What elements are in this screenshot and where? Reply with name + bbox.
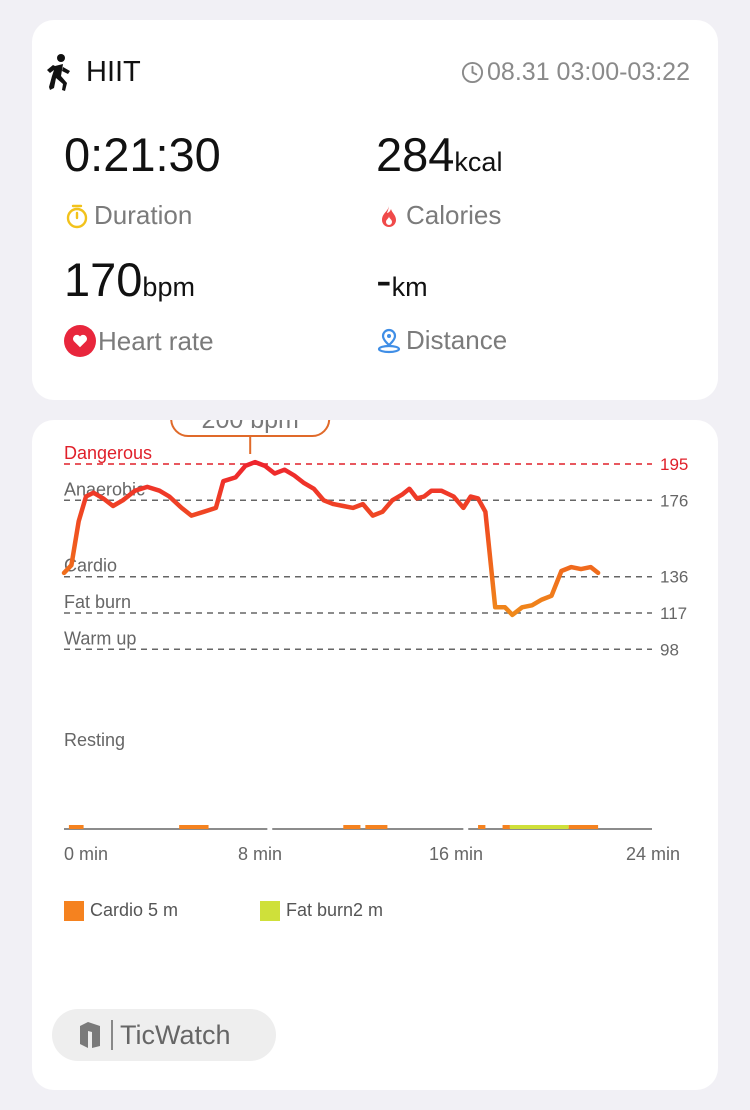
zone-threshold-cardio: 136 — [660, 568, 688, 587]
clock-icon — [461, 61, 484, 84]
workout-time-range: 08.31 03:00-03:22 — [487, 58, 690, 86]
stat-duration: 0:21:30 Duration — [64, 131, 221, 231]
zone-bar-cardio — [502, 825, 510, 829]
distance-unit: km — [391, 272, 428, 302]
duration-label-row: Duration — [64, 200, 221, 231]
zone-bar-cardio — [478, 825, 486, 829]
zone-label-warm-up: Warm up — [64, 628, 136, 648]
legend-swatch-fat-burn — [260, 900, 280, 921]
duration-value: 0:21:30 — [64, 128, 221, 181]
zone-bar-cardio — [365, 825, 388, 829]
flame-icon — [382, 204, 396, 227]
ticwatch-brand-chip[interactable]: TicWatch — [52, 1009, 276, 1061]
legend-item-fat-burn: Fat burn2 m — [260, 900, 383, 921]
zone-bar-fat-burn — [509, 825, 569, 829]
workout-title-row: HIIT — [44, 52, 141, 92]
stopwatch-icon — [66, 204, 88, 228]
stat-heart-rate: 170bpm Heart rate — [64, 256, 214, 357]
heart-rate-chart: 195 Dangerous 176 Anaerobic 136 Cardio 117 Fat … — [61, 420, 688, 864]
distance-value: - — [376, 253, 392, 306]
workout-time: 08.31 03:00-03:22 — [461, 58, 690, 87]
zone-label-cardio: Cardio — [64, 556, 117, 576]
zone-label-fat-burn: Fat burn — [64, 592, 131, 612]
zone-threshold-anaerobic: 176 — [660, 491, 688, 510]
legend-swatch-cardio — [64, 900, 84, 921]
zone-threshold-dangerous: 195 — [660, 455, 688, 474]
distance-label-row: Distance — [376, 325, 507, 356]
legend-label-cardio: Cardio 5 m — [90, 900, 179, 920]
zone-threshold-warm-up: 98 — [660, 640, 679, 659]
heart-icon — [64, 325, 96, 357]
duration-label: Duration — [94, 200, 193, 230]
distance-label: Distance — [406, 325, 508, 355]
x-tick-label: 24 min — [626, 844, 680, 864]
heart-rate-unit: bpm — [142, 272, 195, 302]
heart-rate-value-row: 170bpm — [64, 256, 214, 303]
workout-summary-card: HIIT 08.31 03:00-03:22 0:21:30 Duration … — [32, 20, 718, 400]
x-tick-label: 16 min — [429, 844, 483, 864]
zone-threshold-fat-burn: 117 — [660, 604, 687, 623]
x-tick-label: 0 min — [64, 844, 108, 864]
calories-label: Calories — [406, 200, 502, 230]
duration-value-row: 0:21:30 — [64, 131, 221, 178]
brand-name: TicWatch — [120, 1019, 231, 1050]
x-tick-label: 8 min — [238, 844, 282, 864]
calories-value: 284 — [376, 128, 455, 181]
running-person-icon — [47, 54, 70, 91]
stat-calories: 284kcal Calories — [376, 131, 502, 231]
distance-value-row: -km — [376, 256, 507, 303]
stat-distance: -km Distance — [376, 256, 507, 356]
zone-bar-cardio — [343, 825, 361, 829]
ticwatch-logo-icon — [80, 1022, 100, 1048]
zone-bar-cardio — [179, 825, 209, 829]
heart-rate-line — [61, 459, 601, 618]
heart-rate-label-row: Heart rate — [64, 325, 214, 357]
zone-label-anaerobic: Anaerobic — [64, 479, 145, 499]
legend-label-fat-burn: Fat burn2 m — [286, 900, 384, 920]
zone-label-resting: Resting — [64, 730, 125, 750]
legend-item-cardio: Cardio 5 m — [64, 900, 178, 921]
calories-value-row: 284kcal — [376, 131, 502, 178]
calories-label-row: Calories — [376, 200, 502, 231]
location-pin-icon — [377, 328, 401, 353]
heart-rate-label: Heart rate — [98, 325, 214, 356]
zone-bar-cardio — [568, 825, 599, 829]
calories-unit: kcal — [454, 147, 503, 177]
heart-rate-value: 170 — [64, 253, 143, 306]
peak-label-text: 200 bpm — [202, 420, 299, 434]
heart-rate-chart-card: 195 Dangerous 176 Anaerobic 136 Cardio 117 Fat … — [32, 420, 718, 1090]
zone-bar-cardio — [68, 825, 84, 829]
zone-label-dangerous: Dangerous — [64, 443, 152, 463]
workout-name: HIIT — [86, 55, 141, 88]
brand-separator — [111, 1020, 113, 1050]
